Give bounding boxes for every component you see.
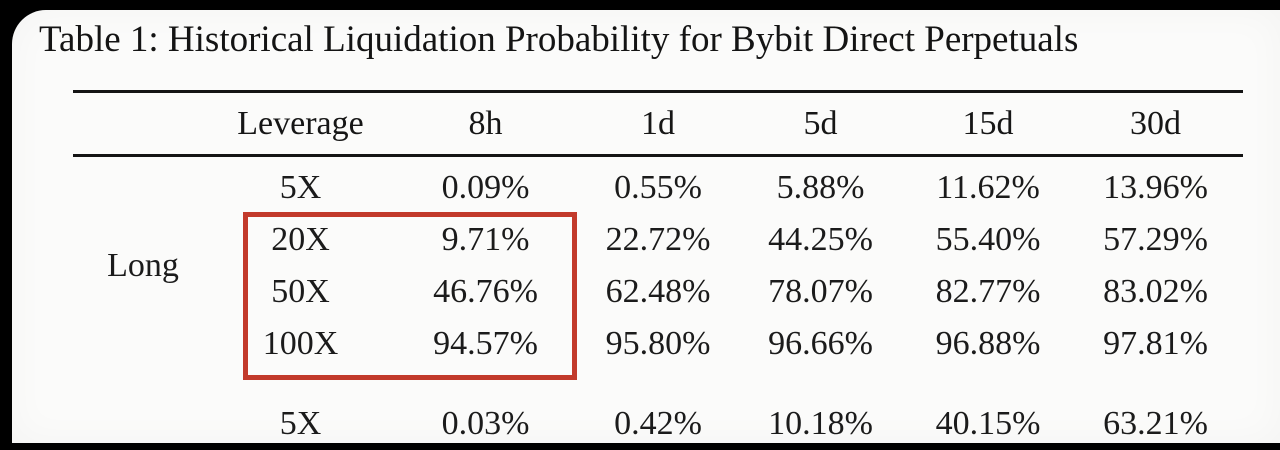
column-header-5d: 5d	[803, 105, 838, 142]
value-cell-5d: 96.66%	[768, 325, 873, 362]
value-cell-15d: 40.15%	[935, 405, 1041, 442]
table-row-long-20x: 20X 9.71% 22.72% 44.25% 55.40% 57.29%	[73, 214, 1243, 266]
value-cell-1d: 95.80%	[605, 325, 711, 362]
value-cell-1d: 62.48%	[605, 273, 711, 310]
column-header-1d: 1d	[641, 105, 675, 142]
table-header-row: Leverage 8h 1d 5d 15d 30d	[73, 96, 1243, 152]
value-cell-15d: 11.62%	[936, 169, 1040, 206]
table-row-long-50x: 50X 46.76% 62.48% 78.07% 82.77% 83.02%	[73, 266, 1243, 318]
value-cell-5d: 5.88%	[776, 169, 865, 206]
value-cell-1d: 0.55%	[614, 169, 702, 206]
column-header-leverage: Leverage	[237, 105, 364, 142]
value-cell-8h: 46.76%	[433, 273, 538, 310]
value-cell-15d: 96.88%	[935, 325, 1041, 362]
group-label-long: Long	[107, 247, 179, 284]
value-cell-8h: 94.57%	[433, 325, 538, 362]
value-cell-30d: 83.02%	[1103, 273, 1208, 310]
value-cell-8h: 0.09%	[441, 169, 530, 206]
leverage-cell: 5X	[279, 169, 322, 206]
red-annotation-box	[243, 212, 577, 380]
table-mid-rule	[73, 154, 1243, 157]
column-header-30d: 30d	[1130, 105, 1181, 142]
value-cell-15d: 55.40%	[935, 221, 1041, 258]
value-cell-5d: 78.07%	[768, 273, 873, 310]
leverage-cell: 100X	[262, 325, 339, 362]
value-cell-8h: 9.71%	[441, 221, 530, 258]
leverage-cell: 50X	[271, 273, 330, 310]
table-row-long-100x: 100X 94.57% 95.80% 96.66% 96.88% 97.81%	[73, 318, 1243, 370]
document-card: Table 1: Historical Liquidation Probabil…	[12, 10, 1280, 443]
value-cell-5d: 44.25%	[768, 221, 873, 258]
value-cell-8h: 0.03%	[441, 405, 530, 442]
value-cell-1d: 0.42%	[614, 405, 702, 442]
value-cell-30d: 97.81%	[1103, 325, 1208, 362]
value-cell-5d: 10.18%	[768, 405, 873, 442]
value-cell-30d: 13.96%	[1103, 169, 1208, 206]
table-row-long-5x: 5X 0.09% 0.55% 5.88% 11.62% 13.96%	[73, 162, 1243, 214]
value-cell-15d: 82.77%	[935, 273, 1041, 310]
table-row-second-group-5x: 5X 0.03% 0.42% 10.18% 40.15% 63.21%	[73, 398, 1243, 450]
value-cell-1d: 22.72%	[605, 221, 711, 258]
table-top-rule	[73, 90, 1243, 93]
table-caption: Table 1: Historical Liquidation Probabil…	[39, 19, 1079, 60]
leverage-cell: 20X	[271, 221, 330, 258]
column-header-8h: 8h	[468, 105, 503, 142]
value-cell-30d: 63.21%	[1103, 405, 1208, 442]
value-cell-30d: 57.29%	[1103, 221, 1208, 258]
column-header-15d: 15d	[962, 105, 1014, 142]
leverage-cell: 5X	[279, 405, 322, 442]
